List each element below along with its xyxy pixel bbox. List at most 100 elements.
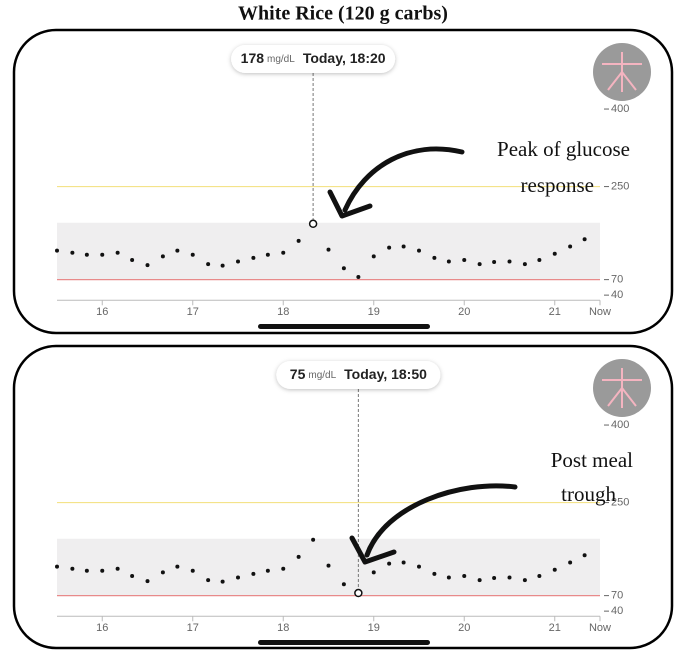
tooltip-box [231, 45, 396, 73]
x-tick-label: 21 [549, 622, 561, 634]
tooltip-box [276, 361, 441, 389]
y-tick-label: 40 [611, 289, 623, 301]
glucose-dot [251, 571, 256, 576]
glucose-dot [356, 275, 361, 280]
glucose-dot [175, 248, 180, 253]
glucose-dot [341, 266, 346, 271]
glucose-dot [387, 561, 392, 566]
glucose-dot [417, 248, 421, 253]
glucose-dot [145, 579, 150, 584]
y-tick-label: 250 [611, 180, 629, 192]
glucose-dot [160, 570, 165, 575]
glucose-dot [417, 564, 421, 569]
glucose-dot [115, 566, 120, 571]
glucose-dot [160, 254, 165, 259]
glucose-dot [175, 564, 180, 569]
glucose-dot [236, 259, 240, 264]
glucose-dot [477, 262, 482, 267]
annotation-arrowhead [327, 189, 373, 219]
glucose-dot [507, 259, 512, 264]
tooltip-unit: mg/dL [308, 370, 336, 381]
glucose-dot [100, 568, 105, 573]
y-tick-label: 400 [611, 103, 629, 115]
glucose-dot [296, 238, 301, 243]
glucose-dot [251, 255, 256, 260]
selected-point [354, 588, 363, 598]
selected-point [308, 219, 318, 229]
chart-panel: 40 70 250 400 16 17 18 19 20 21 Now 178 mg/dL Today, … [55, 43, 651, 329]
glucose-dot [115, 250, 120, 255]
annotation-text: Post meal [551, 448, 633, 472]
glucose-dot [568, 560, 573, 565]
tooltip-time: Today, 18:50 [344, 366, 427, 382]
glucose-dot [492, 576, 497, 581]
y-tick-label: 250 [611, 496, 629, 508]
glucose-dot [265, 252, 270, 257]
glucose-dot [84, 252, 89, 257]
annotation-arrow [342, 146, 465, 213]
glucose-dot [492, 260, 497, 265]
glucose-dot [311, 537, 316, 542]
x-tick-label: Now [589, 306, 611, 318]
glucose-dot [130, 573, 135, 578]
chart-panel: 40 70 250 400 16 17 18 19 20 21 Now 75 mg/dL Today, 1… [55, 359, 651, 645]
annotation-text: Peak of glucose [497, 137, 630, 161]
glucose-dot [326, 563, 331, 568]
glucose-dot [522, 262, 527, 267]
glucose-dot [341, 582, 346, 587]
glucose-dot [145, 263, 150, 268]
glucose-dot [190, 568, 195, 573]
glucose-dot [84, 568, 89, 573]
tooltip-text: 75 mg/dL Today, 18:50 [290, 366, 427, 382]
x-tick-label: 20 [458, 622, 470, 634]
tooltip-text: 178 mg/dL Today, 18:20 [241, 50, 386, 66]
glucose-dot [446, 259, 451, 264]
glucose-dot [190, 252, 195, 257]
glucose-dot [100, 252, 105, 257]
glucose-dot [206, 262, 211, 267]
glucose-dot [462, 257, 467, 262]
avatar-figure [602, 52, 642, 92]
glucose-dot [236, 575, 240, 580]
glucose-dot [432, 255, 437, 260]
glucose-dot [582, 237, 587, 242]
home-indicator [258, 640, 430, 645]
y-tick-label: 70 [611, 590, 623, 602]
y-tick-label: 40 [611, 605, 623, 617]
glucose-dot [130, 257, 135, 262]
y-tick-label: 70 [611, 274, 623, 286]
x-tick-label: 20 [458, 306, 470, 318]
x-tick-label: 17 [187, 622, 199, 634]
glucose-dot [296, 554, 301, 559]
annotation-text: trough [561, 482, 616, 506]
glucose-dot [446, 575, 451, 580]
tooltip-time: Today, 18:20 [303, 50, 386, 66]
glucose-dot [401, 244, 406, 249]
x-tick-label: 16 [96, 622, 108, 634]
glucose-dot [326, 247, 331, 252]
glucose-dot [552, 251, 557, 256]
glucose-dot [281, 566, 286, 571]
glucose-dot [401, 560, 406, 565]
glucose-dot [55, 564, 59, 569]
glucose-dot [432, 571, 437, 576]
page-title: White Rice (120 g carbs) [238, 3, 448, 25]
annotation-arrowhead [349, 535, 397, 565]
annotation-arrow [364, 483, 518, 558]
glucose-dot [55, 248, 59, 253]
glucose-dot [371, 570, 376, 575]
x-tick-label: 21 [549, 306, 561, 318]
x-tick-label: Now [589, 622, 611, 634]
glucose-dot [537, 573, 542, 578]
glucose-dot [387, 245, 392, 250]
y-tick-label: 400 [611, 419, 629, 431]
glucose-dot [70, 566, 75, 571]
glucose-dot [462, 573, 467, 578]
avatar-figure [602, 368, 642, 408]
x-tick-label: 19 [368, 622, 380, 634]
glucose-dot [507, 575, 512, 580]
glucose-dot [552, 567, 557, 572]
glucose-dot [220, 263, 225, 268]
x-tick-label: 19 [368, 306, 380, 318]
